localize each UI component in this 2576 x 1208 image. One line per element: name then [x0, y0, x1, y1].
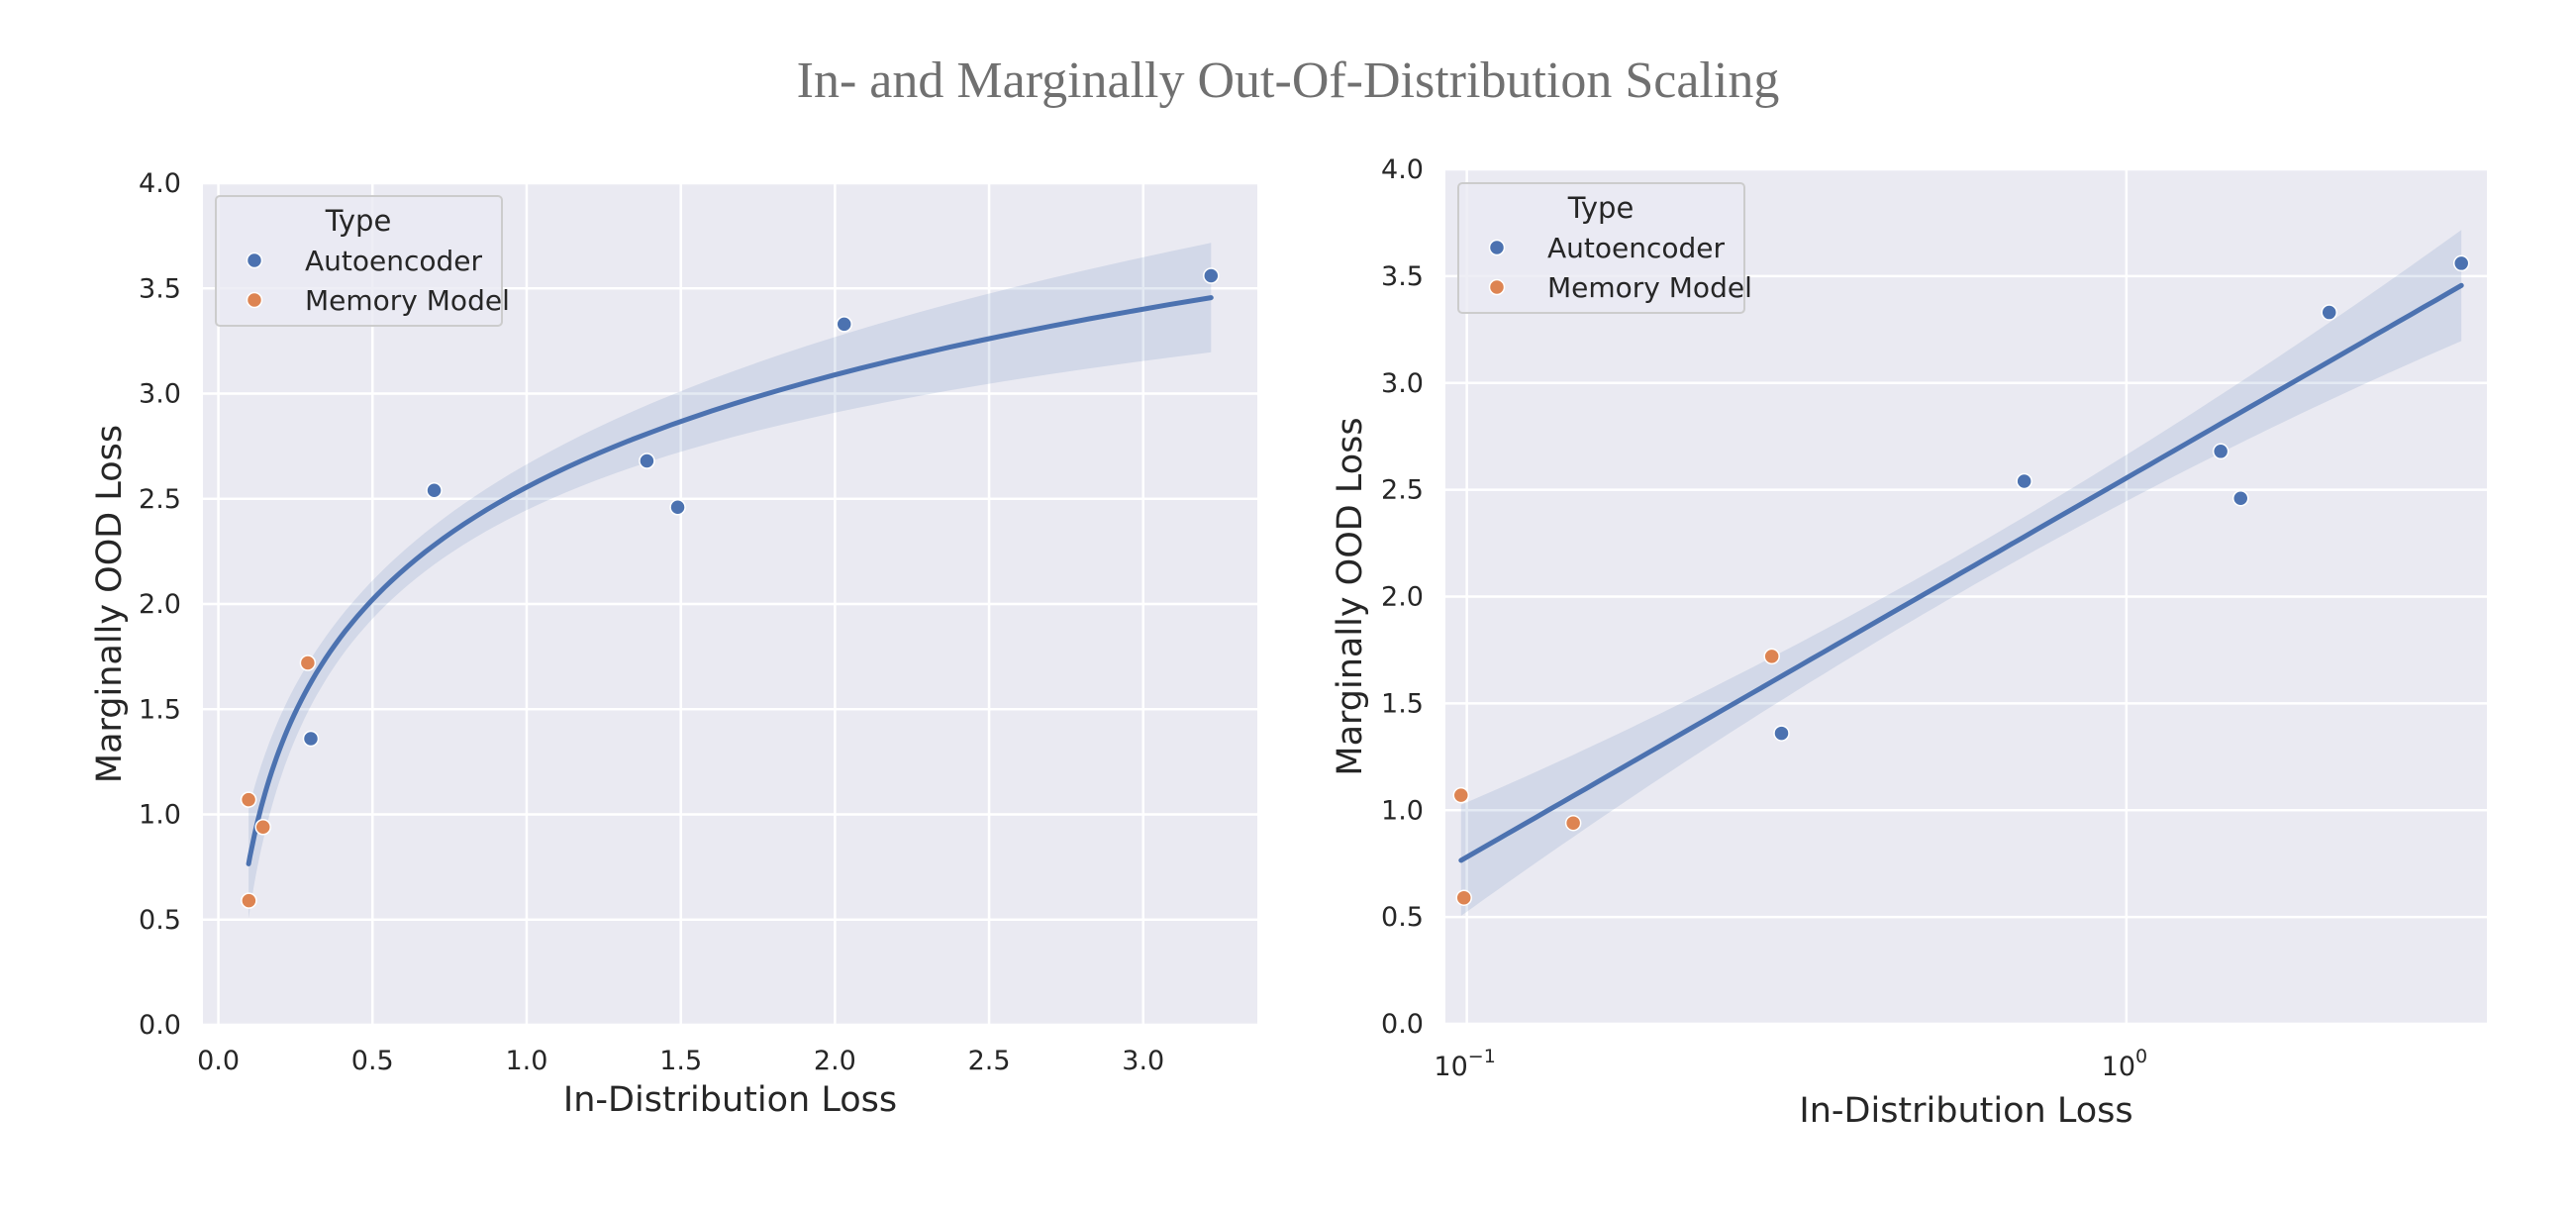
- data-point: [1773, 725, 1790, 742]
- x-tick-label: 1.5: [659, 1046, 702, 1076]
- legend-label: Autoencoder: [305, 245, 483, 277]
- confidence-band: [248, 243, 1212, 919]
- y-tick-label: 1.0: [139, 800, 181, 831]
- series-memory-model: [1452, 648, 1780, 906]
- y-tick-label: 0.5: [1381, 902, 1424, 933]
- data-point: [241, 892, 257, 909]
- legend-label: Memory Model: [1547, 271, 1752, 304]
- legend: Type Autoencoder Memory Model: [215, 195, 510, 327]
- x-tick-label: 10−1: [1434, 1046, 1495, 1082]
- right-panel-log: 0.0 0.5 1.0 1.5 2.0 2.5 3.0 3.5 4.0 10−1 100 In-Dis…: [1331, 154, 2487, 1131]
- regression-line: [1458, 282, 2464, 863]
- y-tick-label: 2.0: [139, 589, 181, 620]
- y-tick-label: 3.0: [1381, 368, 1424, 399]
- x-axis-label: In-Distribution Loss: [563, 1080, 897, 1120]
- y-tick-label: 0.0: [1381, 1009, 1424, 1040]
- data-point: [639, 453, 655, 469]
- legend-label: Memory Model: [305, 284, 510, 317]
- y-tick-label: 1.5: [1381, 688, 1424, 719]
- y-axis-label: Marginally OOD Loss: [1331, 417, 1370, 775]
- data-point: [254, 819, 271, 836]
- data-point: [2212, 443, 2229, 460]
- data-point: [2321, 304, 2337, 321]
- data-point: [2016, 472, 2032, 490]
- y-tick-label: 0.0: [139, 1010, 181, 1041]
- left-panel-linear: 0.0 0.5 1.0 1.5 2.0 2.5 3.0 3.5 4.0 0.0 0.5 1.0 1.5 2…: [90, 168, 1257, 1120]
- y-tick-label: 4.0: [1381, 154, 1424, 185]
- x-tick-label: 0.0: [197, 1046, 240, 1076]
- data-point: [1452, 786, 1470, 804]
- legend-label: Autoencoder: [1547, 232, 1726, 264]
- x-tick-label: 2.5: [968, 1046, 1011, 1076]
- legend-marker: [246, 291, 263, 309]
- x-tick-label: 1.0: [505, 1046, 547, 1076]
- y-tick-label: 4.0: [139, 168, 181, 199]
- legend-box: [215, 195, 503, 327]
- x-tick-label: 3.0: [1122, 1046, 1164, 1076]
- data-point: [1763, 648, 1780, 665]
- data-point: [669, 499, 686, 516]
- x-axis-label: In-Distribution Loss: [1799, 1091, 2132, 1131]
- data-point: [1564, 814, 1582, 832]
- data-point: [1203, 267, 1220, 284]
- x-tick-label: 2.0: [814, 1046, 856, 1076]
- y-tick-label: 1.0: [1381, 795, 1424, 826]
- data-point: [302, 730, 320, 748]
- data-point: [426, 482, 443, 499]
- data-point: [836, 316, 852, 333]
- legend-title: Type: [325, 204, 392, 238]
- legend-marker: [246, 252, 263, 269]
- data-point: [299, 654, 317, 671]
- data-point: [1455, 889, 1472, 906]
- series-memory-model: [240, 654, 317, 909]
- y-tick-label: 2.5: [139, 484, 181, 515]
- data-point: [240, 791, 257, 808]
- data-point: [2232, 490, 2249, 507]
- gridlines: [1445, 167, 2487, 1026]
- y-tick-label: 2.0: [1381, 582, 1424, 613]
- x-tick-label: 100: [2102, 1046, 2147, 1082]
- regression-line: [246, 295, 1214, 866]
- y-tick-label: 3.0: [139, 379, 181, 410]
- legend: Type Autoencoder Memory Model: [1457, 182, 1752, 314]
- legend-title: Type: [1567, 191, 1635, 225]
- legend-marker: [1488, 239, 1506, 256]
- series-autoencoder: [1773, 254, 2470, 742]
- y-tick-label: 3.5: [139, 273, 181, 304]
- figure-title: In- and Marginally Out-Of-Distribution S…: [797, 52, 1780, 109]
- y-tick-label: 0.5: [139, 905, 181, 936]
- legend-box: [1457, 182, 1745, 314]
- x-tick-label: 0.5: [351, 1046, 394, 1076]
- y-axis-label: Marginally OOD Loss: [90, 425, 130, 783]
- y-tick-label: 2.5: [1381, 475, 1424, 506]
- data-point: [2452, 254, 2470, 272]
- legend-marker: [1488, 278, 1506, 296]
- y-tick-label: 1.5: [139, 694, 181, 725]
- series-autoencoder: [302, 267, 1220, 748]
- y-tick-label: 3.5: [1381, 261, 1424, 292]
